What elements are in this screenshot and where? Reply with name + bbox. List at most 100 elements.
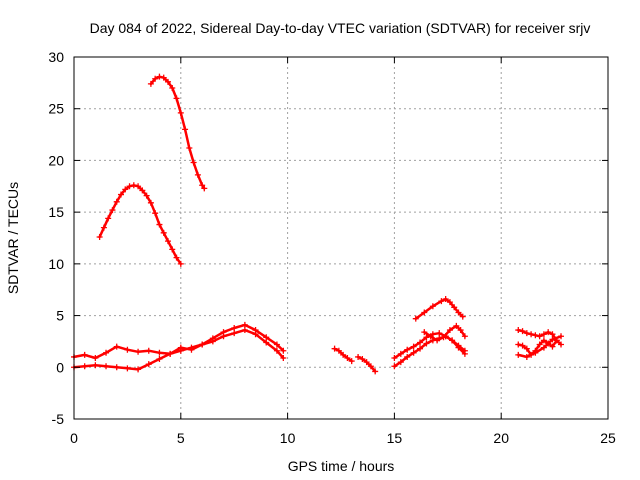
data-series xyxy=(71,73,565,375)
data-point xyxy=(220,333,227,340)
data-point xyxy=(412,315,419,322)
series-line xyxy=(517,339,558,357)
data-point xyxy=(280,354,287,361)
data-point xyxy=(515,341,522,348)
data-point xyxy=(404,346,411,353)
data-point xyxy=(404,353,411,360)
data-point xyxy=(199,341,206,348)
data-point xyxy=(231,330,238,337)
x-tick-label: 10 xyxy=(280,430,296,446)
data-point xyxy=(417,345,424,352)
data-point xyxy=(273,347,280,354)
y-tick-label: -5 xyxy=(52,411,65,427)
data-point xyxy=(126,183,133,190)
data-point xyxy=(145,361,152,368)
data-point xyxy=(186,145,193,152)
data-point xyxy=(164,78,171,85)
data-point xyxy=(100,224,107,231)
series-arc-thirteen xyxy=(355,353,379,375)
x-tick-label: 25 xyxy=(600,430,616,446)
data-point xyxy=(92,362,99,369)
data-point xyxy=(391,363,398,370)
data-point xyxy=(367,363,374,370)
data-point xyxy=(263,334,270,341)
data-point xyxy=(519,342,526,349)
data-point xyxy=(372,368,379,375)
data-point xyxy=(167,350,174,357)
series-arc-twentyone-b xyxy=(515,337,560,358)
series-arc-twentyone-c xyxy=(515,333,565,360)
data-point xyxy=(177,260,184,267)
x-tick-label: 20 xyxy=(493,430,509,446)
series-line xyxy=(149,75,206,190)
data-point xyxy=(122,186,129,193)
data-point xyxy=(421,309,428,316)
data-point xyxy=(427,333,434,340)
data-point xyxy=(523,330,530,337)
data-point xyxy=(340,351,347,358)
data-point xyxy=(536,333,543,340)
data-point xyxy=(190,159,197,166)
data-point xyxy=(429,303,436,310)
series-arc-mid-peak xyxy=(96,182,184,267)
data-point xyxy=(81,351,88,358)
data-point xyxy=(446,327,453,334)
data-point xyxy=(545,329,552,336)
x-tick-label: 15 xyxy=(387,430,403,446)
data-point xyxy=(549,331,556,338)
data-point xyxy=(335,347,342,354)
y-tick-label: 10 xyxy=(48,256,64,272)
data-point xyxy=(173,254,180,261)
data-point xyxy=(421,329,428,336)
y-tick-label: 30 xyxy=(48,49,64,65)
data-point xyxy=(438,298,445,305)
chart-title: Day 084 of 2022, Sidereal Day-to-day VTE… xyxy=(90,20,591,36)
data-point xyxy=(156,356,163,363)
series-line xyxy=(423,324,467,342)
data-point xyxy=(92,354,99,361)
data-point xyxy=(124,346,131,353)
data-point xyxy=(113,364,120,371)
data-point xyxy=(135,183,142,190)
data-point xyxy=(241,327,248,334)
data-point xyxy=(355,353,362,360)
data-point xyxy=(434,337,441,344)
data-point xyxy=(143,192,150,199)
plot-frame xyxy=(73,56,609,420)
data-point xyxy=(461,350,468,357)
x-tick-label: 5 xyxy=(177,430,185,446)
data-point xyxy=(423,340,430,347)
y-axis-label: SDTVAR / TECUs xyxy=(5,182,21,294)
data-point xyxy=(231,324,238,331)
series-arc-seventeen-mid xyxy=(421,322,468,344)
data-point xyxy=(152,75,159,82)
data-point xyxy=(397,359,404,366)
data-point xyxy=(410,343,417,350)
data-point xyxy=(459,313,466,320)
data-point xyxy=(449,337,456,344)
data-point xyxy=(515,351,522,358)
data-point xyxy=(363,359,370,366)
data-point xyxy=(188,344,195,351)
data-point xyxy=(201,185,208,192)
data-point xyxy=(549,336,556,343)
data-point xyxy=(81,363,88,370)
data-point xyxy=(209,338,216,345)
data-point xyxy=(523,353,530,360)
y-tick-label: 25 xyxy=(48,101,64,117)
data-point xyxy=(147,80,154,87)
data-point xyxy=(105,215,112,222)
data-point xyxy=(194,171,201,178)
data-point xyxy=(113,343,120,350)
data-point xyxy=(455,344,462,351)
data-point xyxy=(156,349,163,356)
data-point xyxy=(109,207,116,214)
y-tick-label: 20 xyxy=(48,152,64,168)
data-point xyxy=(344,354,351,361)
data-point xyxy=(446,299,453,306)
data-point xyxy=(117,191,124,198)
data-point xyxy=(103,349,110,356)
data-point xyxy=(173,95,180,102)
data-point xyxy=(177,109,184,116)
data-point xyxy=(440,334,447,341)
